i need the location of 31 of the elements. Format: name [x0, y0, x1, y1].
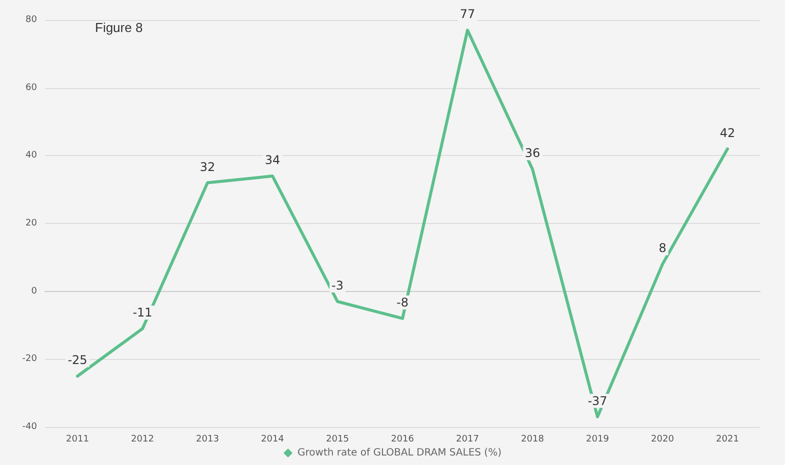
y-tick-label: 20	[26, 218, 38, 228]
x-tick-label: 2012	[131, 434, 154, 444]
data-label: 34	[264, 153, 280, 168]
legend-label: Growth rate of GLOBAL DRAM SALES (%)	[298, 448, 502, 458]
x-tick-label: 2016	[391, 434, 414, 444]
data-label: 8	[658, 241, 666, 256]
y-tick-label: -40	[22, 422, 38, 432]
y-tick-label: 60	[26, 82, 38, 93]
data-label: 42	[720, 126, 736, 140]
x-tick-label: 2019	[586, 434, 610, 444]
chart-title: Figure 8	[95, 20, 143, 35]
x-tick-label: 2021	[716, 434, 739, 444]
x-tick-label: 2011	[66, 434, 89, 444]
y-tick-label: 80	[26, 15, 38, 25]
data-label: -11	[132, 306, 152, 320]
data-label: -3	[332, 278, 344, 293]
data-label: -8	[396, 295, 408, 310]
data-label: -37	[588, 394, 608, 408]
x-tick-label: 2015	[326, 434, 349, 444]
data-label: 36	[524, 146, 540, 160]
data-label: 32	[200, 160, 216, 174]
x-tick-label: 2013	[196, 434, 219, 444]
x-tick-label: 2017	[456, 434, 479, 444]
y-tick-label: -20	[22, 354, 38, 364]
data-label: 77	[460, 7, 476, 22]
y-tick-label: 40	[26, 150, 38, 161]
y-tick-label: 0	[31, 286, 38, 296]
x-tick-label: 2020	[651, 434, 674, 444]
x-tick-label: 2014	[261, 434, 284, 444]
x-tick-label: 2018	[521, 434, 544, 444]
data-label: -25	[68, 353, 88, 368]
